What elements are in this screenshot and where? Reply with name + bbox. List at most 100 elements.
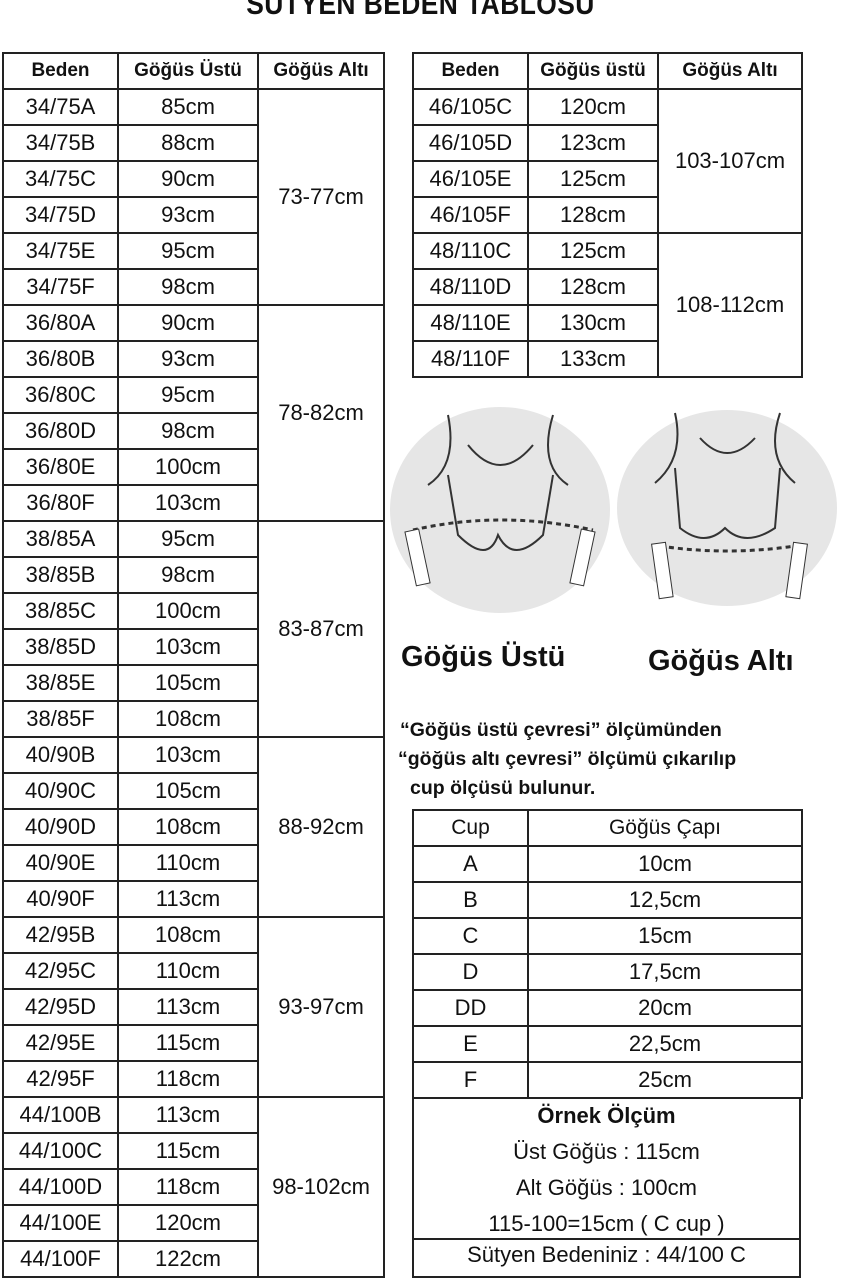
header-gogus-ustu: Göğüs üstü xyxy=(527,52,659,90)
table-row: 48/110F 133cm xyxy=(412,340,802,378)
diameter-cell: 15cm xyxy=(527,917,803,955)
over-bust-cell: 90cm xyxy=(117,304,259,342)
header-gogus-alti: Göğüs Altı xyxy=(657,52,803,90)
size-cell: 42/95E xyxy=(2,1024,119,1062)
table-row: 38/85F 108cm xyxy=(2,700,384,738)
size-cell: 36/80F xyxy=(2,484,119,522)
over-bust-cell: 108cm xyxy=(117,916,259,954)
table-row: 36/80C 95cm xyxy=(2,376,384,414)
over-bust-cell: 85cm xyxy=(117,88,259,126)
under-bust-measure-illustration xyxy=(617,410,837,606)
table-row: 42/95E 115cm xyxy=(2,1024,384,1062)
table-row: A 10cm xyxy=(412,845,803,883)
table-row: 44/100D 118cm xyxy=(2,1168,384,1206)
under-bust-range-cell: 103-107cm xyxy=(657,88,803,234)
over-bust-cell: 108cm xyxy=(117,700,259,738)
over-bust-cell: 98cm xyxy=(117,556,259,594)
over-bust-label: Göğüs Üstü xyxy=(401,641,566,673)
size-cell: 38/85F xyxy=(2,700,119,738)
over-bust-cell: 95cm xyxy=(117,232,259,270)
table-row: 40/90C 105cm xyxy=(2,772,384,810)
over-bust-cell: 110cm xyxy=(117,844,259,882)
over-bust-cell: 93cm xyxy=(117,340,259,378)
under-bust-range-cell: 93-97cm xyxy=(257,916,385,1098)
example-line: Alt Göğüs : 100cm xyxy=(516,1175,697,1200)
size-cell: 36/80A xyxy=(2,304,119,342)
over-bust-cell: 110cm xyxy=(117,952,259,990)
over-bust-cell: 88cm xyxy=(117,124,259,162)
table-row: D 17,5cm xyxy=(412,953,803,991)
table-row: 34/75C 90cm xyxy=(2,160,384,198)
diameter-cell: 22,5cm xyxy=(527,1025,803,1063)
over-bust-cell: 95cm xyxy=(117,520,259,558)
over-bust-cell: 115cm xyxy=(117,1132,259,1170)
table-row: 38/85A 95cm 83-87cm xyxy=(2,520,385,738)
note-line: cup ölçüsü bulunur. xyxy=(410,777,596,799)
table-row: 48/110D 128cm xyxy=(412,268,802,306)
over-bust-cell: 108cm xyxy=(117,808,259,846)
size-cell: 36/80E xyxy=(2,448,119,486)
size-cell: 46/105D xyxy=(412,124,529,162)
table-row: DD 20cm xyxy=(412,989,803,1027)
cup-cell: A xyxy=(412,845,529,883)
example-result: Sütyen Bedeniniz : 44/100 C xyxy=(412,1238,801,1278)
over-bust-cell: 95cm xyxy=(117,376,259,414)
under-bust-range-cell: 78-82cm xyxy=(257,304,385,522)
table-row: C 15cm xyxy=(412,917,803,955)
table-row: 36/80A 90cm 78-82cm xyxy=(2,304,385,522)
table-row: 46/105F 128cm xyxy=(412,196,802,234)
size-cell: 46/105F xyxy=(412,196,529,234)
table-row: 46/105E 125cm xyxy=(412,160,802,198)
size-cell: 40/90B xyxy=(2,736,119,774)
table-row: B 12,5cm xyxy=(412,881,803,919)
over-bust-cell: 105cm xyxy=(117,664,259,702)
size-cell: 40/90F xyxy=(2,880,119,918)
table-row: 34/75E 95cm xyxy=(2,232,384,270)
header-gogus-ustu: Göğüs Üstü xyxy=(117,52,259,90)
under-bust-range-cell: 73-77cm xyxy=(257,88,385,306)
under-bust-range-cell: 108-112cm xyxy=(657,232,803,378)
table-row: 48/110E 130cm xyxy=(412,304,802,342)
table-row: 40/90E 110cm xyxy=(2,844,384,882)
over-bust-cell: 105cm xyxy=(117,772,259,810)
header-beden: Beden xyxy=(412,52,529,90)
over-bust-cell: 98cm xyxy=(117,412,259,450)
table-row: 38/85C 100cm xyxy=(2,592,384,630)
size-cell: 38/85A xyxy=(2,520,119,558)
over-bust-cell: 120cm xyxy=(117,1204,259,1242)
size-cell: 34/75A xyxy=(2,88,119,126)
table-row: 46/105D 123cm xyxy=(412,124,802,162)
table-row: 42/95F 118cm xyxy=(2,1060,384,1098)
table-row: 40/90D 108cm xyxy=(2,808,384,846)
table-row: 40/90F 113cm xyxy=(2,880,384,918)
note-line: “Göğüs üstü çevresi” ölçümünden xyxy=(400,719,722,741)
size-cell: 38/85E xyxy=(2,664,119,702)
cup-cell: C xyxy=(412,917,529,955)
over-bust-cell: 98cm xyxy=(117,268,259,306)
over-bust-cell: 128cm xyxy=(527,268,659,306)
table-row: 48/110C 125cm 108-112cm xyxy=(412,232,803,378)
cup-table: Cup Göğüs Çapı A 10cm B 12,5cm C 15cm D 17,5cm D… xyxy=(412,809,803,1099)
table-row: 40/90B 103cm 88-92cm xyxy=(2,736,385,918)
table-row: 34/75A 85cm 73-77cm xyxy=(2,88,385,306)
size-cell: 38/85B xyxy=(2,556,119,594)
example-line: Üst Göğüs : 115cm xyxy=(513,1139,700,1164)
diameter-cell: 20cm xyxy=(527,989,803,1027)
over-bust-cell: 118cm xyxy=(117,1060,259,1098)
size-cell: 40/90C xyxy=(2,772,119,810)
size-cell: 48/110E xyxy=(412,304,529,342)
over-bust-cell: 128cm xyxy=(527,196,659,234)
header-beden: Beden xyxy=(2,52,119,90)
table-row: 36/80E 100cm xyxy=(2,448,384,486)
table-row: 36/80F 103cm xyxy=(2,484,384,522)
cup-cell: D xyxy=(412,953,529,991)
header-gogus-alti: Göğüs Altı xyxy=(257,52,385,90)
size-cell: 36/80C xyxy=(2,376,119,414)
cup-cell: DD xyxy=(412,989,529,1027)
table-row: 44/100E 120cm xyxy=(2,1204,384,1242)
over-bust-cell: 125cm xyxy=(527,160,659,198)
size-cell: 42/95D xyxy=(2,988,119,1026)
over-bust-cell: 113cm xyxy=(117,880,259,918)
example-measurement: Örnek Ölçüm Üst Göğüs : 115cm Alt Göğüs … xyxy=(412,1097,801,1240)
over-bust-cell: 103cm xyxy=(117,484,259,522)
